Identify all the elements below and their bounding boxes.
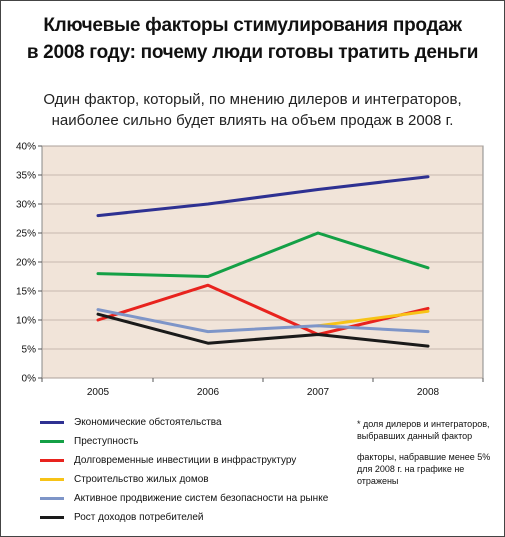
legend-label: Экономические обстоятельства xyxy=(74,416,222,428)
note-threshold: факторы, набравшие менее 5% для 2008 г. … xyxy=(357,452,491,486)
legend-label: Преступность xyxy=(74,435,139,447)
legend-item: Преступность xyxy=(40,433,138,449)
legend-swatch xyxy=(40,477,64,481)
x-tick-label: 2006 xyxy=(197,387,220,398)
legend-label: Строительство жилых домов xyxy=(74,473,209,485)
chart-subtitle-line-2: наиболее сильно будет влиять на объем пр… xyxy=(51,112,454,129)
y-tick-label: 5% xyxy=(22,345,37,356)
legend-swatch xyxy=(40,439,64,443)
legend-swatch xyxy=(40,420,64,424)
y-tick-label: 35% xyxy=(16,171,36,182)
series-line-3 xyxy=(316,309,430,328)
y-tick-label: 15% xyxy=(16,287,36,298)
line-chart: 0% 5% 10% 15% 20% 25% 30% 35% 40% 2005 2006 2007 200… xyxy=(16,142,484,398)
chart-title-line-1: Ключевые факторы стимулирования продаж xyxy=(43,15,462,36)
legend-swatch xyxy=(40,458,64,462)
y-tick-label: 40% xyxy=(16,142,36,153)
legend-item: Долговременные инвестиции в инфраструкту… xyxy=(40,452,296,468)
chart-subtitle-line-1: Один фактор, который, по мнению дилеров … xyxy=(43,91,462,108)
note-share: * доля дилеров и интеграторов, выбравших… xyxy=(357,419,490,441)
x-tick-label: 2008 xyxy=(417,387,440,398)
x-tick-label: 2007 xyxy=(307,387,330,398)
legend-item: Рост доходов потребителей xyxy=(40,509,204,525)
legend-label: Активное продвижение систем безопасности… xyxy=(74,492,329,504)
y-tick-label: 10% xyxy=(16,316,36,327)
legend-label: Рост доходов потребителей xyxy=(74,511,204,523)
series-line-4 xyxy=(96,308,430,334)
x-tick-label: 2005 xyxy=(87,387,110,398)
legend-swatch xyxy=(40,515,64,519)
y-tick-label: 0% xyxy=(22,374,37,385)
legend-item: Экономические обстоятельства xyxy=(40,414,222,430)
series-line-1 xyxy=(96,231,430,278)
legend-label: Долговременные инвестиции в инфраструкту… xyxy=(74,454,297,466)
legend-item: Активное продвижение систем безопасности… xyxy=(40,490,328,506)
series-line-0 xyxy=(96,175,430,218)
chart-notes: * доля дилеров и интеграторов, выбравших… xyxy=(357,418,497,496)
series-line-2 xyxy=(96,283,430,336)
y-tick-label: 25% xyxy=(16,229,36,240)
legend-swatch xyxy=(40,496,64,500)
legend-item: Строительство жилых домов xyxy=(40,471,209,487)
y-tick-label: 20% xyxy=(16,258,36,269)
y-tick-label: 30% xyxy=(16,200,36,211)
series-line-5 xyxy=(96,312,430,348)
chart-title-line-2: в 2008 году: почему люди готовы тратить … xyxy=(26,42,479,63)
